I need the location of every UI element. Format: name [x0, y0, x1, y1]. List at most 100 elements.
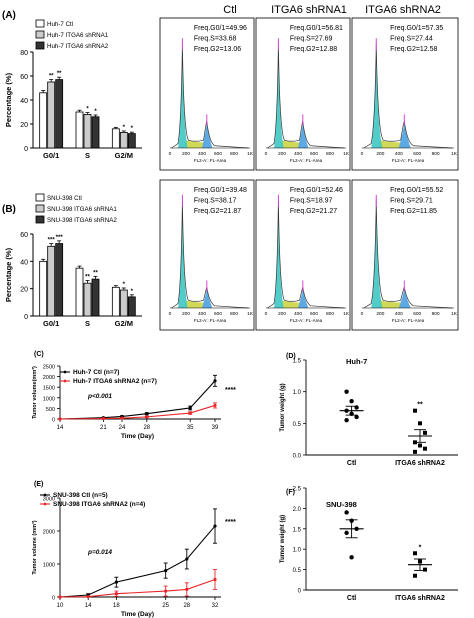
legend-label: SNU-398 ITGA6 shRNA1 — [47, 206, 117, 213]
flow-tick-label: 600 — [310, 311, 318, 317]
flow-x-label: FL2-A:: FL-Area — [392, 158, 425, 163]
flow-tick-label: 1K — [247, 311, 254, 317]
flow-stat-text: Freq.G0/1=52.46 — [290, 187, 343, 194]
bar — [83, 114, 92, 149]
flow-stat-text: Freq.S=27.69 — [290, 36, 333, 43]
flow-tick-label: 0 — [265, 151, 268, 157]
data-point — [423, 567, 427, 572]
y-axis-label: Tumor volume (mm³) — [31, 520, 38, 574]
data-point — [344, 389, 349, 394]
data-point — [413, 551, 417, 556]
legend-swatch — [35, 193, 45, 202]
panel-label-b: (B) — [2, 204, 16, 215]
bar — [111, 128, 120, 149]
flow-stat-text: Freq.G0/1=57.35 — [390, 25, 443, 32]
data-point — [185, 557, 189, 561]
bar — [127, 296, 136, 317]
flow-stat-text: Freq.S=18.97 — [290, 198, 333, 205]
flow-stat-text: Freq.G0/1=56.81 — [290, 25, 343, 32]
legend-marker — [43, 493, 47, 497]
flow-tick-label: 1K — [451, 311, 458, 317]
y-axis-label: Tumor weight (g) — [280, 383, 286, 431]
data-point — [418, 421, 422, 426]
data-point — [413, 449, 417, 454]
legend-label: Huh-7 Ctl — [47, 21, 73, 28]
flow-stat-text: Freq.S=38.17 — [194, 198, 237, 205]
x-tick-label: ITGA6 shRNA2 — [395, 460, 445, 467]
flow-stat-text: Freq.S=27.44 — [390, 36, 433, 43]
flow-stat-text: Freq.S=33.68 — [194, 36, 237, 43]
x-tick-label: 14 — [85, 603, 92, 609]
x-tick-label: Ctl — [347, 460, 356, 467]
y-tick-label: 20 — [20, 122, 28, 129]
flow-tick-label: 0 — [361, 311, 364, 317]
legend-swatch — [35, 204, 45, 213]
bar — [127, 133, 136, 149]
panel-label-e: (E) — [34, 481, 43, 488]
g2-peak — [202, 123, 213, 148]
bar — [39, 92, 48, 149]
x-tick-label: Ctl — [347, 595, 356, 602]
y-tick-label: 1.0 — [293, 548, 302, 554]
series-line — [59, 525, 216, 598]
y-tick-label: 20 — [20, 287, 28, 294]
data-point — [423, 430, 427, 435]
significance-label: *** — [48, 238, 56, 244]
flow-tick-label: 200 — [182, 311, 190, 317]
flow-stat-text: Freq.G2=21.87 — [194, 208, 241, 215]
x-tick-label: 14 — [57, 425, 64, 431]
x-tick-label: 28 — [183, 603, 190, 609]
bar — [111, 286, 120, 317]
data-point — [185, 587, 189, 592]
data-point — [188, 411, 192, 415]
line-chart-e: 0 1000 2000 3000 10 14 18 25 28 32 Time (Day) Tumor… — [31, 492, 236, 618]
x-tick-label: 35 — [187, 425, 194, 431]
y-tick-label: 2000 — [43, 530, 55, 536]
flow-x-label: FL2-A:: FL-Area — [290, 158, 323, 163]
g2-peak — [398, 123, 411, 148]
series-line — [59, 578, 216, 598]
g2-peak — [398, 289, 411, 308]
p-value-label: p<0.001 — [87, 393, 112, 400]
flow-tick-label: 200 — [376, 151, 384, 157]
data-point — [164, 589, 168, 593]
data-point — [58, 417, 62, 421]
flow-tick-label: 600 — [413, 151, 421, 157]
significance-label: * — [123, 125, 126, 131]
flow-tick-label: 1K — [343, 311, 350, 317]
data-point — [213, 403, 217, 408]
flow-stat-text: Freq.G2=12.88 — [290, 46, 337, 53]
g2-peak — [298, 289, 309, 308]
y-axis-label: Percentage (%) — [4, 72, 13, 127]
data-point — [114, 592, 118, 596]
y-tick-label: 1500 — [43, 386, 55, 392]
flow-tick-label: 400 — [395, 311, 403, 317]
data-point — [413, 408, 417, 413]
y-tick-label: 0 — [52, 596, 55, 602]
legend-label: SNU-398 Ctl — [47, 195, 82, 202]
flow-tick-label: 400 — [198, 311, 206, 317]
flow-tick-label: 0 — [361, 151, 364, 157]
x-tick-label: 25 — [162, 603, 169, 609]
flow-tick-label: 200 — [278, 311, 286, 317]
g1-peak — [371, 201, 383, 308]
significance-label: *** — [56, 235, 64, 241]
data-point — [114, 580, 118, 584]
y-tick-label: 0 — [24, 146, 28, 153]
y-tick-label: 60 — [20, 74, 28, 81]
s-phase-fill — [281, 140, 300, 148]
flow-x-label: FL2-A:: FL-Area — [194, 158, 227, 163]
y-tick-label: 1.5 — [293, 527, 302, 533]
data-point — [164, 569, 168, 573]
data-point — [344, 417, 349, 423]
series-line — [59, 380, 216, 420]
flow-tick-label: 800 — [432, 151, 440, 157]
flow-tick-label: 1K — [247, 151, 254, 157]
y-tick-label: 0 — [24, 314, 28, 321]
x-tick-label: 28 — [143, 425, 150, 431]
y-tick-label: 3000 — [43, 497, 55, 503]
x-axis-label: Time (Day) — [121, 433, 154, 440]
bar — [83, 282, 92, 317]
